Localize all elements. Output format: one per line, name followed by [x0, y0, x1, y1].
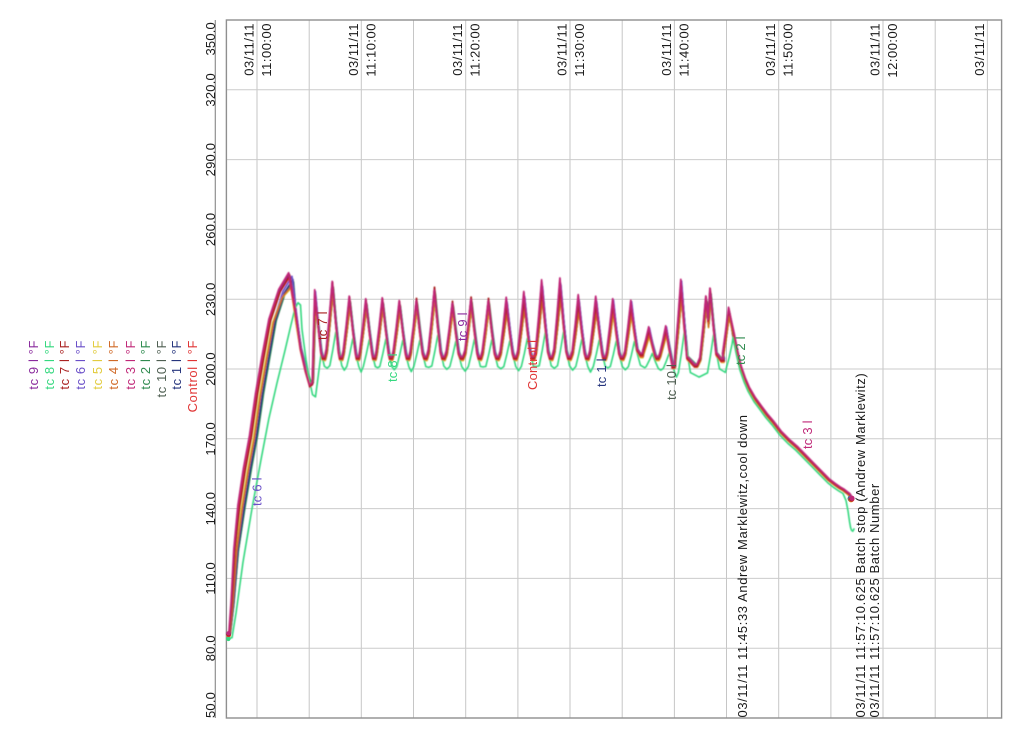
svg-text:11:50:00: 11:50:00: [781, 23, 796, 77]
svg-text:tc 8 l °F: tc 8 l °F: [42, 340, 57, 390]
svg-text:12:00:00: 12:00:00: [885, 23, 900, 78]
svg-text:tc 3 l: tc 3 l: [800, 420, 815, 449]
svg-text:Control l °F: Control l °F: [185, 340, 200, 412]
svg-text:03/11/11: 03/11/11: [972, 23, 987, 76]
svg-text:03/11/11: 03/11/11: [555, 23, 570, 76]
svg-text:tc 10 l °F: tc 10 l °F: [154, 340, 169, 397]
svg-text:tc 2 l: tc 2 l: [733, 336, 748, 365]
svg-text:tc 6 l: tc 6 l: [250, 477, 265, 506]
svg-text:11:30:00: 11:30:00: [572, 23, 587, 77]
svg-text:03/11/11 11:57:10.625 Batch Nu: 03/11/11 11:57:10.625 Batch Number: [867, 483, 882, 717]
svg-text:11:40:00: 11:40:00: [676, 23, 691, 77]
svg-text:03/11/11: 03/11/11: [242, 23, 257, 76]
svg-text:tc 5 l °F: tc 5 l °F: [90, 340, 105, 390]
svg-text:03/11/11 11:57:10.625 Batch st: 03/11/11 11:57:10.625 Batch stop (Andrew…: [853, 373, 868, 718]
svg-text:03/11/11: 03/11/11: [868, 23, 883, 76]
svg-text:140.0: 140.0: [203, 492, 218, 526]
svg-text:350.0: 350.0: [203, 22, 218, 56]
svg-text:tc 2 l °F: tc 2 l °F: [138, 340, 153, 390]
svg-text:11:20:00: 11:20:00: [468, 23, 483, 77]
svg-text:80.0: 80.0: [203, 635, 218, 661]
svg-text:tc 9 l: tc 9 l: [455, 312, 470, 341]
svg-text:290.0: 290.0: [203, 143, 218, 177]
svg-text:tc 1 l °F: tc 1 l °F: [169, 340, 184, 390]
svg-text:260.0: 260.0: [203, 213, 218, 247]
svg-text:11:00:00: 11:00:00: [259, 23, 274, 77]
svg-text:230.0: 230.0: [203, 282, 218, 316]
svg-text:tc 9 l °F: tc 9 l °F: [26, 340, 41, 390]
svg-text:50.0: 50.0: [203, 692, 218, 718]
svg-text:tc 1 l: tc 1 l: [594, 358, 609, 387]
svg-text:03/11/11: 03/11/11: [763, 23, 778, 76]
svg-text:tc 8 l: tc 8 l: [385, 353, 400, 382]
svg-text:170.0: 170.0: [203, 422, 218, 456]
svg-text:200.0: 200.0: [203, 352, 218, 386]
svg-text:tc 10 l: tc 10 l: [664, 364, 679, 400]
svg-text:11:10:00: 11:10:00: [363, 23, 378, 77]
svg-text:tc 7 l °F: tc 7 l °F: [57, 340, 72, 390]
svg-text:tc 3 l °F: tc 3 l °F: [123, 340, 138, 390]
svg-text:03/11/11: 03/11/11: [450, 23, 465, 76]
svg-text:tc 7 l: tc 7 l: [315, 311, 330, 340]
svg-text:110.0: 110.0: [203, 562, 218, 595]
svg-text:03/11/11: 03/11/11: [346, 23, 361, 76]
svg-text:03/11/11: 03/11/11: [659, 23, 674, 76]
svg-text:320.0: 320.0: [203, 73, 218, 107]
svg-text:Control l: Control l: [525, 340, 540, 390]
svg-text:tc 4 l °F: tc 4 l °F: [106, 340, 121, 390]
svg-text:03/11/11 11:45:33 Andrew Markl: 03/11/11 11:45:33 Andrew Marklewitz,cool…: [735, 414, 750, 717]
svg-text:tc 6 l °F: tc 6 l °F: [73, 340, 88, 390]
